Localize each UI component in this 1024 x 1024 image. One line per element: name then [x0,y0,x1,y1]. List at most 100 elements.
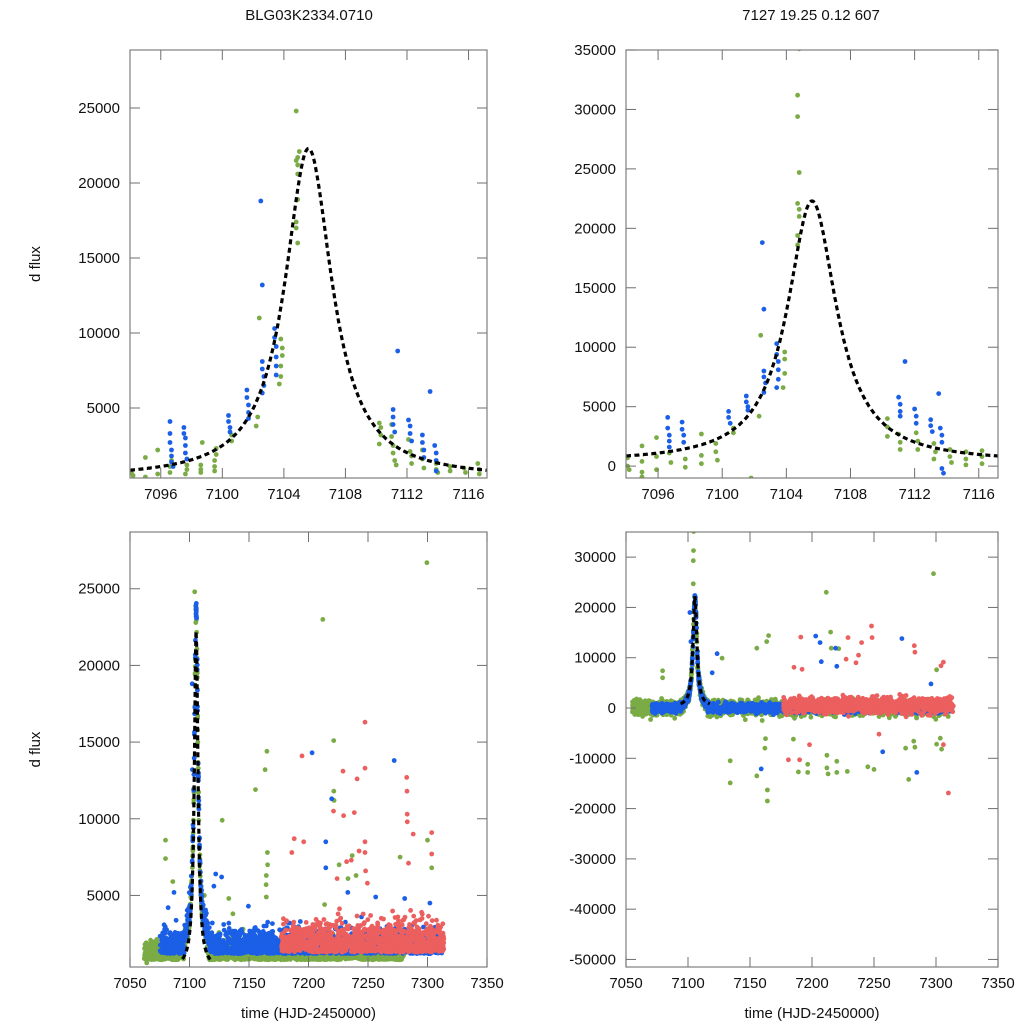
data-point [265,919,271,925]
data-point [244,940,250,945]
data-point [193,605,199,611]
data-point [303,920,309,925]
data-point [665,425,671,431]
data-point [322,902,327,907]
data-point [146,956,151,961]
data-point [221,922,227,927]
data-point [343,956,349,962]
data-point [245,933,251,939]
y-tick-label: 10000 [78,325,120,342]
data-point [654,435,659,440]
data-point [639,474,645,478]
data-point [313,917,319,922]
data-point [937,425,943,431]
data-point [795,233,800,238]
data-point [933,449,938,455]
y-tick-label: 25000 [574,161,616,178]
data-point [385,932,391,937]
data-point [230,911,236,917]
data-point [235,940,241,946]
data-point [366,927,372,932]
data-point [273,363,279,369]
data-point [419,909,424,915]
data-point [440,939,446,945]
data-point [354,930,360,935]
data-point [795,201,800,206]
data-point [668,460,674,465]
data-point [270,921,275,926]
data-point [380,932,386,937]
data-point [199,440,205,445]
data-point [796,214,802,219]
x-tick-label: 7108 [834,486,867,503]
data-point [389,434,394,439]
data-point [389,949,394,955]
data-point [745,404,751,410]
data-point [979,461,985,467]
data-point [203,931,209,936]
data-point [198,462,204,468]
data-point [281,921,286,927]
data-point [226,896,232,901]
data-point [154,938,160,944]
data-point [166,939,172,945]
data-point [390,407,396,412]
data-point [913,413,919,419]
data-point [338,915,344,921]
data-point [247,944,253,949]
data-point [198,470,204,475]
data-point [679,419,685,425]
data-point [410,937,416,943]
data-point [939,432,945,438]
data-point [264,941,270,947]
y-tick-label: 5000 [583,399,616,416]
data-point [912,406,917,412]
data-point [181,425,187,430]
plot-area [626,50,998,478]
data-point [219,817,225,823]
data-point [885,434,890,439]
data-point [368,913,373,918]
data-point [260,929,266,934]
data-point [377,955,382,961]
data-point [262,767,268,773]
data-point [373,939,379,945]
data-point [143,474,148,478]
data-point [402,896,408,901]
data-point [143,455,148,460]
data-point [416,929,422,934]
data-point [214,949,220,955]
data-point [263,882,269,888]
data-point [206,925,212,930]
x-tick-label: 7104 [770,486,803,503]
data-point [170,879,176,884]
data-point [309,750,315,756]
data-point [205,920,211,926]
data-point [256,929,262,935]
data-point [193,611,199,617]
data-point [264,748,270,754]
data-point [163,954,169,960]
data-point [427,389,433,394]
data-point [390,908,395,914]
data-point [430,932,436,938]
data-point [947,454,953,459]
data-point [192,705,198,710]
data-point [211,883,217,889]
data-point [743,393,749,399]
data-point [273,344,279,349]
data-point [343,931,349,937]
data-point [295,240,301,246]
data-point [421,924,426,930]
data-point [223,946,228,951]
x-tick-label: 7100 [706,486,739,503]
data-point [433,468,439,474]
data-point [323,934,329,939]
data-point [743,399,749,405]
figure-title-left: BLG03K2334.0710 [245,7,373,24]
data-point [253,423,259,429]
data-point [377,942,383,948]
data-point [232,948,238,954]
data-point [427,900,433,906]
data-point [183,928,188,933]
